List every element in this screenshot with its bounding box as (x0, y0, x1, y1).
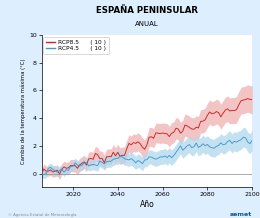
X-axis label: Año: Año (140, 200, 154, 209)
Text: ESPAÑA PENINSULAR: ESPAÑA PENINSULAR (96, 6, 198, 15)
Text: ANUAL: ANUAL (135, 21, 159, 27)
Text: © Agencia Estatal de Meteorología: © Agencia Estatal de Meteorología (8, 213, 76, 217)
Legend: RCP8.5      ( 10 ), RCP4.5      ( 10 ): RCP8.5 ( 10 ), RCP4.5 ( 10 ) (43, 37, 109, 54)
Text: aemet: aemet (230, 212, 252, 217)
Y-axis label: Cambio de la temperatura máxima (°C): Cambio de la temperatura máxima (°C) (21, 58, 26, 164)
